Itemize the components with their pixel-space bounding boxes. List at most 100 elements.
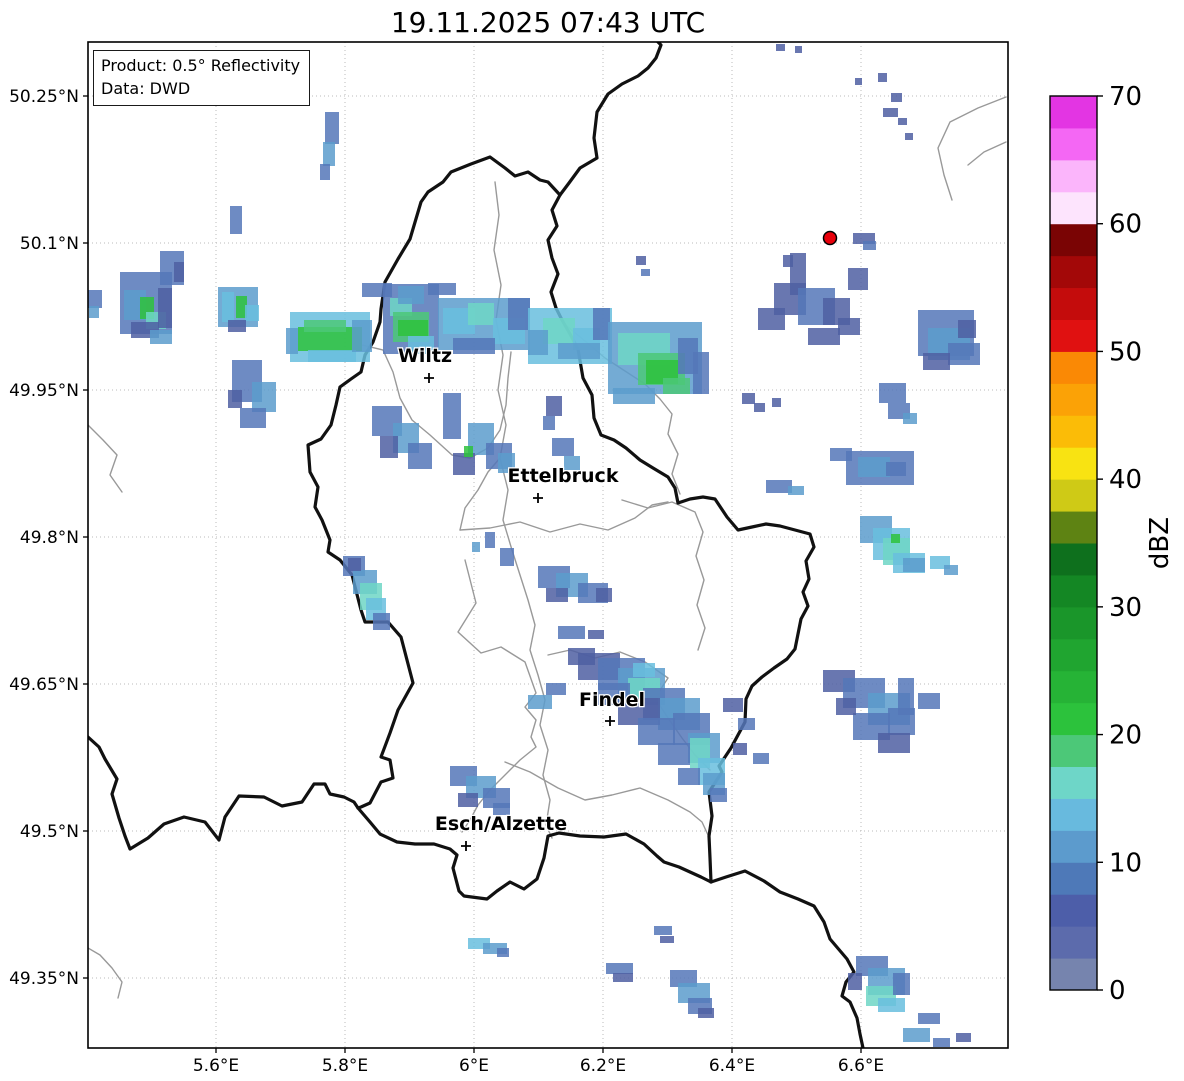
radar-echo-cell: [753, 753, 769, 764]
radar-echo-cell: [766, 480, 792, 493]
national-border-line: [88, 735, 360, 851]
colorbar-segment: [1050, 862, 1097, 895]
colorbar-segment: [1050, 223, 1097, 257]
product-info-line2: Data: DWD: [101, 79, 191, 98]
plot-frame: [87, 41, 1009, 1049]
y-tick-label: 49.8°N: [20, 528, 79, 548]
colorbar-segment: [1050, 830, 1097, 863]
radar-echo-cell: [528, 330, 548, 355]
radar-echo-cell: [848, 973, 862, 990]
city-label: Esch/Alzette: [435, 813, 567, 835]
radar-echo-cell: [320, 164, 330, 180]
radar-echo-cell: [222, 292, 234, 322]
colorbar-segment: [1050, 159, 1097, 193]
radar-echo-cell: [891, 534, 900, 543]
radar-echo-cell: [678, 768, 700, 785]
radar-echo-cell: [245, 305, 259, 321]
colorbar-tick-label: 0: [1109, 976, 1126, 1006]
radar-echo-cell: [848, 268, 868, 290]
colorbar-segment: [1050, 766, 1097, 799]
admin-border-line: [937, 96, 1007, 201]
radar-echo-cell: [348, 558, 361, 571]
radar-echo-cell: [795, 46, 802, 53]
radar-echo-cell: [958, 320, 976, 338]
radar-echo-cell: [497, 948, 509, 957]
colorbar-segment: [1050, 319, 1097, 352]
radar-echo-cell: [879, 383, 906, 403]
radar-echo-cell: [240, 408, 266, 428]
radar-echo-cell: [150, 330, 172, 344]
city-marker: [461, 841, 471, 851]
radar-echo-cell: [228, 320, 246, 332]
radar-echo-cell: [698, 1008, 714, 1018]
radar-echo-cell: [593, 308, 610, 340]
radar-echo-cell: [443, 393, 461, 439]
colorbar-segment: [1050, 702, 1097, 736]
national-border-line: [558, 42, 663, 197]
x-tick-label: 5.8°E: [322, 1056, 368, 1076]
radar-echo-cell: [498, 453, 515, 473]
radar-echo-cell: [458, 793, 478, 807]
radar-echo-cell: [606, 963, 633, 974]
radar-echo-cell: [808, 328, 840, 345]
radar-echo-cell: [944, 565, 958, 575]
colorbar-segment: [1050, 287, 1097, 320]
colorbar-tick-label: 70: [1109, 82, 1142, 112]
radar-echo-cell: [408, 443, 432, 469]
product-info-box: Product: 0.5° Reflectivity Data: DWD: [93, 50, 311, 106]
radar-echo-cell: [948, 343, 980, 365]
radar-echo-cell: [308, 350, 356, 362]
radar-echo-cell: [546, 396, 562, 416]
radar-echo-cell: [898, 678, 914, 715]
radar-echo-cell: [918, 1013, 940, 1024]
y-tick-label: 49.95°N: [9, 381, 79, 401]
radar-site-marker: [822, 230, 838, 246]
radar-echo-cell: [236, 296, 247, 318]
radar-echo-cell: [543, 416, 555, 430]
radar-echo-cell: [558, 343, 600, 359]
radar-echo-cell: [453, 453, 475, 475]
radar-echo-cell: [89, 306, 99, 318]
city-marker: [424, 373, 434, 383]
admin-border-line: [357, 343, 512, 459]
radar-echo-cell: [468, 938, 490, 949]
radar-echo-cell: [546, 588, 568, 602]
colorbar-segment: [1050, 96, 1097, 129]
radar-echo-cell: [903, 1028, 930, 1042]
radar-echo-cell: [733, 743, 747, 755]
radar-echo-cell: [228, 390, 242, 408]
radar-echo-cell: [636, 256, 646, 265]
colorbar-segment: [1050, 894, 1097, 927]
radar-echo-cell: [923, 353, 950, 370]
city-marker: [605, 716, 615, 726]
colorbar-segment: [1050, 798, 1097, 831]
radar-echo-cell: [613, 388, 655, 404]
national-border-line: [709, 869, 865, 1048]
radar-echo-cell: [933, 1038, 950, 1047]
radar-echo-cell: [878, 733, 910, 753]
radar-echo-cell: [660, 936, 674, 943]
radar-echo-cell: [903, 413, 917, 424]
radar-echo-cell: [613, 973, 633, 982]
radar-echo-cell: [754, 403, 765, 412]
y-tick-label: 50.1°N: [20, 234, 79, 254]
radar-echo-cell: [738, 718, 755, 730]
colorbar-segment: [1050, 574, 1097, 608]
y-tick-label: 50.25°N: [9, 87, 79, 107]
plot-title: 19.11.2025 07:43 UTC: [390, 6, 706, 39]
admin-border-line: [459, 501, 669, 533]
colorbar-segment: [1050, 351, 1097, 384]
radar-echo-cell: [670, 970, 697, 987]
radar-echo-cell: [325, 112, 339, 144]
radar-echo-cell: [304, 320, 346, 332]
colorbar-segment: [1050, 415, 1097, 448]
radar-echo-cell: [633, 663, 655, 677]
radar-echo-cell: [893, 973, 910, 995]
radar-echo-cell: [453, 338, 495, 354]
product-info-line1: Product: 0.5° Reflectivity: [101, 56, 301, 75]
radar-echo-cell: [558, 626, 585, 639]
radar-echo-cell: [788, 486, 804, 495]
colorbar-tick-label: 50: [1109, 337, 1142, 367]
radar-echo-cell: [710, 788, 727, 802]
